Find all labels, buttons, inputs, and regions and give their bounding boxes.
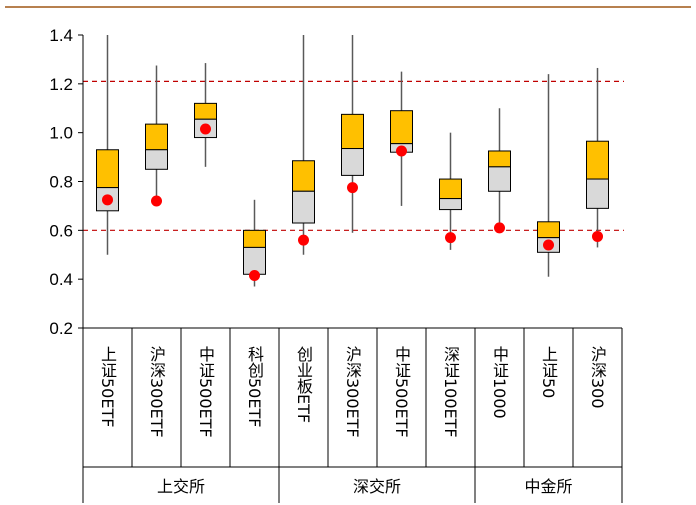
current-point (200, 123, 211, 135)
x-category-label-0: 上证50ETF (98, 346, 117, 427)
box-4 (292, 35, 315, 255)
box-upper (439, 178, 462, 200)
boxes (96, 35, 609, 287)
box-0 (96, 35, 119, 255)
y-tick-label-5: 1.2 (49, 75, 73, 94)
reference-lines (83, 80, 624, 231)
current-point (396, 145, 407, 157)
x-category-label-1: 沪深300ETF (147, 346, 166, 438)
box-2 (194, 63, 217, 167)
y-tick-label-4: 1.0 (49, 124, 73, 143)
box-upper (586, 140, 609, 180)
box-3 (243, 199, 266, 287)
x-group-label-0: 上交所 (157, 477, 205, 496)
current-point (102, 194, 113, 206)
box-lower (145, 149, 168, 170)
y-tick-label-0: 0.2 (49, 319, 73, 338)
x-category-label-3: 科创50ETF (245, 346, 264, 427)
x-group-labels: 上交所 深交所 中金所 (157, 477, 573, 496)
box-5 (341, 35, 364, 233)
box-lower (341, 148, 364, 176)
box-10 (586, 67, 609, 248)
axes: 0.2 0.4 0.6 0.8 1.0 1.2 1.4 (49, 26, 623, 503)
x-category-label-8: 中证1000 (490, 346, 509, 419)
box-upper (145, 123, 168, 151)
box-lower (292, 190, 315, 224)
x-category-label-10: 沪深300 (588, 346, 607, 409)
x-group-label-1: 深交所 (353, 477, 401, 496)
box-upper (488, 150, 511, 168)
y-tick-label-2: 0.6 (49, 221, 73, 240)
current-point (592, 230, 603, 242)
current-point (347, 182, 358, 194)
box-upper (96, 149, 119, 189)
current-point (249, 270, 260, 282)
box-7 (439, 132, 462, 250)
y-tick-label-1: 0.4 (49, 270, 73, 289)
box-upper (243, 229, 266, 248)
box-upper (537, 221, 560, 239)
box-lower (586, 178, 609, 209)
box-upper (341, 113, 364, 150)
box-6 (390, 71, 413, 206)
x-category-labels: 上证50ETF 沪深300ETF 中证500ETF 科创50ETF 创业板ETF 沪深30… (98, 346, 607, 438)
x-category-label-6: 中证500ETF (392, 346, 411, 438)
current-point (494, 222, 505, 234)
x-category-label-2: 中证500ETF (196, 346, 215, 438)
current-point (445, 232, 456, 244)
y-tick-label-6: 1.4 (49, 26, 73, 45)
current-point (543, 239, 554, 251)
x-category-label-4: 创业板ETF (294, 346, 313, 423)
current-point (298, 234, 309, 246)
x-category-label-9: 上证50 (539, 346, 558, 398)
y-tick-label-3: 0.8 (49, 173, 73, 192)
box-upper (292, 160, 315, 192)
box-8 (488, 108, 511, 234)
box-lower (488, 166, 511, 192)
box-upper (194, 102, 217, 120)
box-lower (439, 198, 462, 211)
box-9 (537, 74, 560, 277)
x-group-label-2: 中金所 (524, 477, 572, 496)
current-point (151, 195, 162, 207)
box-1 (145, 65, 168, 207)
x-category-label-5: 沪深300ETF (343, 346, 362, 438)
box-upper (390, 110, 413, 145)
x-category-label-7: 深证100ETF (441, 346, 460, 438)
